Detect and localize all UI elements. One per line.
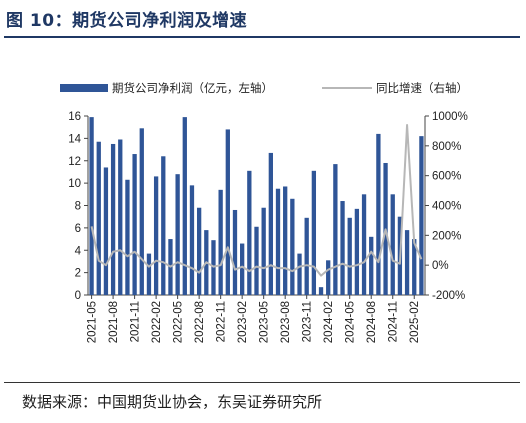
bar-2023-03 [247, 170, 252, 295]
bar-2021-12 [139, 128, 144, 295]
bar-2023-02 [240, 243, 245, 295]
bar-2024-05 [347, 217, 352, 295]
bar-2023-04 [254, 226, 259, 295]
bar-2024-09 [376, 133, 381, 295]
left-axis-tick-label: 8 [75, 201, 81, 213]
bar-2023-07 [275, 188, 281, 295]
left-axis-tick-label: 16 [68, 111, 81, 123]
left-axis-tick-label: 0 [75, 290, 81, 302]
bar-2024-04 [340, 201, 345, 295]
growth-line [90, 123, 423, 277]
bar-2022-01 [146, 253, 152, 295]
legend-line-label: 同比增速（右轴） [376, 81, 468, 95]
chart-legend: 期货公司净利润（亿元，左轴） 同比增速（右轴） [60, 81, 468, 95]
bar-2022-03 [161, 156, 166, 295]
bar-2024-01 [318, 287, 324, 295]
bar-2021-11 [132, 154, 137, 295]
x-axis-tick-label: 2025-02 [409, 301, 421, 343]
x-axis-tick-label: 2023-05 [259, 301, 271, 343]
x-axis-tick-label: 2022-02 [151, 301, 163, 343]
left-axis-tick-label: 6 [75, 223, 81, 235]
right-axis-tick-label: 0% [432, 260, 449, 272]
bar-2024-11 [390, 194, 395, 295]
bar-2023-09 [290, 198, 295, 295]
left-axis-tick-label: 14 [68, 133, 81, 145]
legend-bar-swatch [60, 84, 108, 92]
bar-2025-01 [404, 230, 410, 295]
x-axis-tick-label: 2023-11 [302, 301, 314, 342]
bar-2021-08 [110, 143, 116, 295]
bar-2024-06 [354, 208, 360, 295]
legend-bar-label: 期货公司净利润（亿元，左轴） [112, 81, 273, 95]
bar-2022-12 [225, 129, 230, 295]
x-axis-tick-label: 2021-05 [87, 301, 99, 343]
bar-2021-07 [103, 167, 109, 295]
right-axis-tick-label: 400% [432, 201, 461, 213]
x-axis-tick-label: 2022-11 [216, 301, 228, 342]
bar-2022-05 [175, 174, 180, 295]
right-axis-tick-label: -200% [432, 290, 465, 302]
right-axis-tick-label: 600% [432, 171, 461, 183]
right-axis-tick-label: 800% [432, 141, 461, 153]
x-axis-tick-label: 2024-08 [366, 301, 378, 343]
bar-2024-08 [369, 236, 374, 295]
x-axis-tick-label: 2024-05 [345, 301, 357, 343]
bar-2022-08 [196, 207, 202, 295]
tick-labels: 0 2 4 6 8 10 12 14 16 -200% 0% 200% 400% 600% 800% 1000… [68, 111, 468, 343]
bar-2025-02 [412, 239, 417, 295]
bar-series [89, 117, 424, 296]
bar-2023-11 [304, 217, 309, 295]
source-note: 数据来源：中国期货业协会，东吴证券研究所 [22, 393, 323, 411]
figure-title: 图 10：期货公司净利润及增速 [6, 11, 248, 31]
bar-2021-09 [118, 139, 123, 295]
bar-2022-07 [189, 185, 195, 295]
x-axis-tick-label: 2023-08 [280, 301, 292, 343]
bar-2022-02 [153, 176, 159, 295]
bar-2024-02 [326, 260, 331, 295]
right-axis-tick-label: 1000% [432, 111, 468, 123]
bar-2024-07 [361, 194, 367, 295]
right-axis-tick-label: 200% [432, 230, 461, 242]
bar-2021-06 [96, 141, 101, 295]
bar-2022-06 [182, 117, 187, 296]
bar-2023-12 [311, 170, 317, 295]
bar-2023-10 [297, 253, 302, 295]
bar-2023-06 [268, 152, 273, 295]
line-series [90, 123, 423, 277]
left-axis-tick-label: 4 [75, 245, 82, 257]
bar-2023-01 [232, 209, 238, 295]
x-axis-tick-label: 2022-05 [173, 301, 185, 343]
bar-2022-11 [218, 189, 223, 295]
x-axis-tick-label: 2022-08 [194, 301, 206, 343]
x-axis-tick-label: 2021-11 [130, 301, 142, 342]
x-axis-tick-label: 2023-02 [237, 301, 249, 343]
bar-2021-05 [89, 117, 94, 296]
x-axis-tick-label: 2024-02 [323, 301, 335, 343]
bar-2023-05 [261, 207, 266, 295]
source-divider [4, 382, 520, 383]
x-axis-tick-label: 2024-11 [388, 301, 400, 342]
bar-2023-08 [283, 186, 288, 295]
title-divider [4, 36, 520, 38]
left-axis-tick-label: 2 [75, 268, 81, 280]
bar-2025-03 [419, 136, 424, 295]
bar-2024-03 [333, 164, 338, 295]
left-axis-tick-label: 10 [68, 178, 81, 190]
left-axis-tick-label: 12 [68, 156, 81, 168]
x-axis-tick-label: 2021-08 [108, 301, 120, 343]
bar-2021-10 [125, 179, 130, 295]
